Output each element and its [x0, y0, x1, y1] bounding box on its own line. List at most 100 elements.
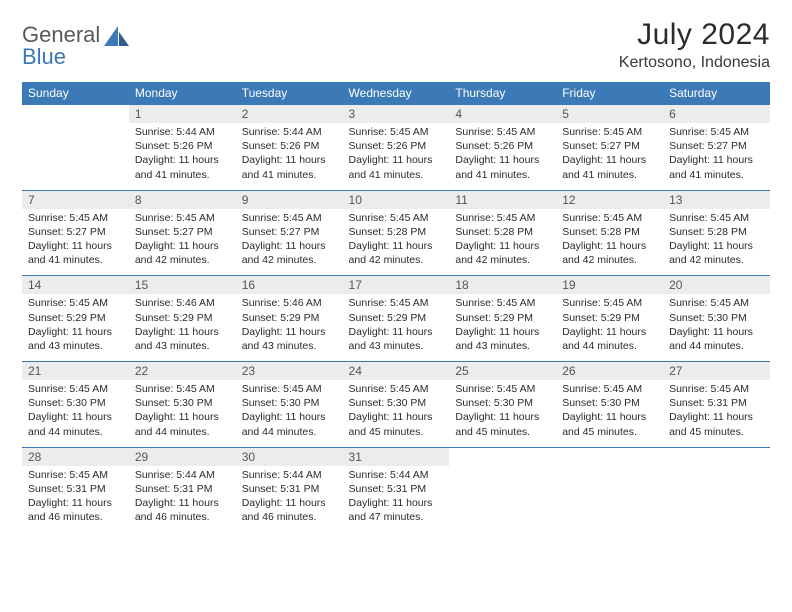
sunset-line: Sunset: 5:28 PM: [562, 225, 657, 239]
day-number: 3: [343, 104, 450, 123]
sunset-line: Sunset: 5:26 PM: [349, 139, 444, 153]
calendar-cell: 16Sunrise: 5:46 AMSunset: 5:29 PMDayligh…: [236, 275, 343, 361]
day-content: Sunrise: 5:45 AMSunset: 5:27 PMDaylight:…: [22, 209, 129, 276]
sunset-line: Sunset: 5:27 PM: [28, 225, 123, 239]
calendar-week-row: 7Sunrise: 5:45 AMSunset: 5:27 PMDaylight…: [22, 190, 770, 276]
sunset-line: Sunset: 5:26 PM: [455, 139, 550, 153]
day-content: Sunrise: 5:45 AMSunset: 5:31 PMDaylight:…: [663, 380, 770, 447]
day-number: 14: [22, 275, 129, 294]
daylight-line: Daylight: 11 hours and 41 minutes.: [562, 153, 657, 181]
sunrise-line: Sunrise: 5:45 AM: [28, 296, 123, 310]
sunset-line: Sunset: 5:31 PM: [135, 482, 230, 496]
page-header: General Blue July 2024 Kertosono, Indone…: [22, 18, 770, 72]
calendar-cell: 9Sunrise: 5:45 AMSunset: 5:27 PMDaylight…: [236, 190, 343, 276]
day-number-empty: [556, 447, 663, 466]
daylight-line: Daylight: 11 hours and 43 minutes.: [349, 325, 444, 353]
daylight-line: Daylight: 11 hours and 41 minutes.: [669, 153, 764, 181]
sunrise-line: Sunrise: 5:45 AM: [28, 468, 123, 482]
calendar-head: SundayMondayTuesdayWednesdayThursdayFrid…: [22, 82, 770, 104]
daylight-line: Daylight: 11 hours and 45 minutes.: [669, 410, 764, 438]
sunset-line: Sunset: 5:31 PM: [242, 482, 337, 496]
day-number-empty: [22, 104, 129, 123]
sunrise-line: Sunrise: 5:46 AM: [242, 296, 337, 310]
day-number: 4: [449, 104, 556, 123]
day-number: 2: [236, 104, 343, 123]
daylight-line: Daylight: 11 hours and 42 minutes.: [562, 239, 657, 267]
day-content: Sunrise: 5:44 AMSunset: 5:31 PMDaylight:…: [129, 466, 236, 533]
title-block: July 2024 Kertosono, Indonesia: [619, 18, 770, 72]
day-content: Sunrise: 5:46 AMSunset: 5:29 PMDaylight:…: [236, 294, 343, 361]
calendar-cell: 18Sunrise: 5:45 AMSunset: 5:29 PMDayligh…: [449, 275, 556, 361]
daylight-line: Daylight: 11 hours and 41 minutes.: [349, 153, 444, 181]
calendar-cell: 7Sunrise: 5:45 AMSunset: 5:27 PMDaylight…: [22, 190, 129, 276]
day-content: Sunrise: 5:45 AMSunset: 5:29 PMDaylight:…: [22, 294, 129, 361]
day-number: 6: [663, 104, 770, 123]
day-content: Sunrise: 5:45 AMSunset: 5:29 PMDaylight:…: [343, 294, 450, 361]
day-number: 28: [22, 447, 129, 466]
day-number: 8: [129, 190, 236, 209]
sunrise-line: Sunrise: 5:45 AM: [28, 211, 123, 225]
sunset-line: Sunset: 5:29 PM: [135, 311, 230, 325]
daylight-line: Daylight: 11 hours and 42 minutes.: [669, 239, 764, 267]
sunset-line: Sunset: 5:30 PM: [242, 396, 337, 410]
sunrise-line: Sunrise: 5:45 AM: [135, 211, 230, 225]
calendar-cell: 26Sunrise: 5:45 AMSunset: 5:30 PMDayligh…: [556, 361, 663, 447]
sunrise-line: Sunrise: 5:45 AM: [562, 296, 657, 310]
calendar-cell: 15Sunrise: 5:46 AMSunset: 5:29 PMDayligh…: [129, 275, 236, 361]
daylight-line: Daylight: 11 hours and 42 minutes.: [135, 239, 230, 267]
weekday-header: Wednesday: [343, 82, 450, 104]
calendar-cell: 5Sunrise: 5:45 AMSunset: 5:27 PMDaylight…: [556, 104, 663, 190]
daylight-line: Daylight: 11 hours and 41 minutes.: [455, 153, 550, 181]
day-number: 13: [663, 190, 770, 209]
sunrise-line: Sunrise: 5:45 AM: [562, 211, 657, 225]
day-number: 19: [556, 275, 663, 294]
calendar-week-row: 14Sunrise: 5:45 AMSunset: 5:29 PMDayligh…: [22, 275, 770, 361]
calendar-cell: 6Sunrise: 5:45 AMSunset: 5:27 PMDaylight…: [663, 104, 770, 190]
weekday-header: Sunday: [22, 82, 129, 104]
weekday-header: Tuesday: [236, 82, 343, 104]
sunrise-line: Sunrise: 5:45 AM: [455, 382, 550, 396]
calendar-body: 1Sunrise: 5:44 AMSunset: 5:26 PMDaylight…: [22, 104, 770, 532]
day-number: 12: [556, 190, 663, 209]
day-content: Sunrise: 5:45 AMSunset: 5:29 PMDaylight:…: [449, 294, 556, 361]
daylight-line: Daylight: 11 hours and 43 minutes.: [455, 325, 550, 353]
day-number: 25: [449, 361, 556, 380]
sunset-line: Sunset: 5:28 PM: [455, 225, 550, 239]
calendar-week-row: 28Sunrise: 5:45 AMSunset: 5:31 PMDayligh…: [22, 447, 770, 533]
sunset-line: Sunset: 5:30 PM: [669, 311, 764, 325]
logo-word-blue: Blue: [22, 44, 66, 69]
day-number: 23: [236, 361, 343, 380]
calendar-cell: 13Sunrise: 5:45 AMSunset: 5:28 PMDayligh…: [663, 190, 770, 276]
sunrise-line: Sunrise: 5:45 AM: [669, 382, 764, 396]
daylight-line: Daylight: 11 hours and 45 minutes.: [562, 410, 657, 438]
calendar-cell: 25Sunrise: 5:45 AMSunset: 5:30 PMDayligh…: [449, 361, 556, 447]
day-content: Sunrise: 5:45 AMSunset: 5:30 PMDaylight:…: [22, 380, 129, 447]
daylight-line: Daylight: 11 hours and 41 minutes.: [135, 153, 230, 181]
sunrise-line: Sunrise: 5:45 AM: [349, 296, 444, 310]
calendar-cell: 8Sunrise: 5:45 AMSunset: 5:27 PMDaylight…: [129, 190, 236, 276]
sunset-line: Sunset: 5:30 PM: [349, 396, 444, 410]
day-number: 9: [236, 190, 343, 209]
day-content: Sunrise: 5:45 AMSunset: 5:27 PMDaylight:…: [236, 209, 343, 276]
calendar-table: SundayMondayTuesdayWednesdayThursdayFrid…: [22, 82, 770, 532]
weekday-header: Monday: [129, 82, 236, 104]
day-content: Sunrise: 5:45 AMSunset: 5:28 PMDaylight:…: [343, 209, 450, 276]
sunset-line: Sunset: 5:29 PM: [455, 311, 550, 325]
day-content-empty: [22, 123, 129, 183]
day-content-empty: [556, 466, 663, 522]
day-content: Sunrise: 5:45 AMSunset: 5:30 PMDaylight:…: [236, 380, 343, 447]
day-content: Sunrise: 5:44 AMSunset: 5:26 PMDaylight:…: [129, 123, 236, 190]
sunrise-line: Sunrise: 5:45 AM: [562, 125, 657, 139]
location-label: Kertosono, Indonesia: [619, 54, 770, 72]
daylight-line: Daylight: 11 hours and 41 minutes.: [242, 153, 337, 181]
calendar-cell: 12 Sunrise: 5:45 AMSunset: 5:28 PMDayligh…: [556, 190, 663, 276]
day-content: Sunrise: 5:45 AMSunset: 5:27 PMDaylight:…: [556, 123, 663, 190]
daylight-line: Daylight: 11 hours and 42 minutes.: [242, 239, 337, 267]
sunset-line: Sunset: 5:26 PM: [135, 139, 230, 153]
day-content: Sunrise: 5:44 AMSunset: 5:31 PMDaylight:…: [343, 466, 450, 533]
day-number-empty: [449, 447, 556, 466]
day-number: 21: [22, 361, 129, 380]
sunset-line: Sunset: 5:31 PM: [349, 482, 444, 496]
sunset-line: Sunset: 5:30 PM: [455, 396, 550, 410]
day-content: Sunrise: 5:45 AMSunset: 5:28 PMDaylight:…: [663, 209, 770, 276]
